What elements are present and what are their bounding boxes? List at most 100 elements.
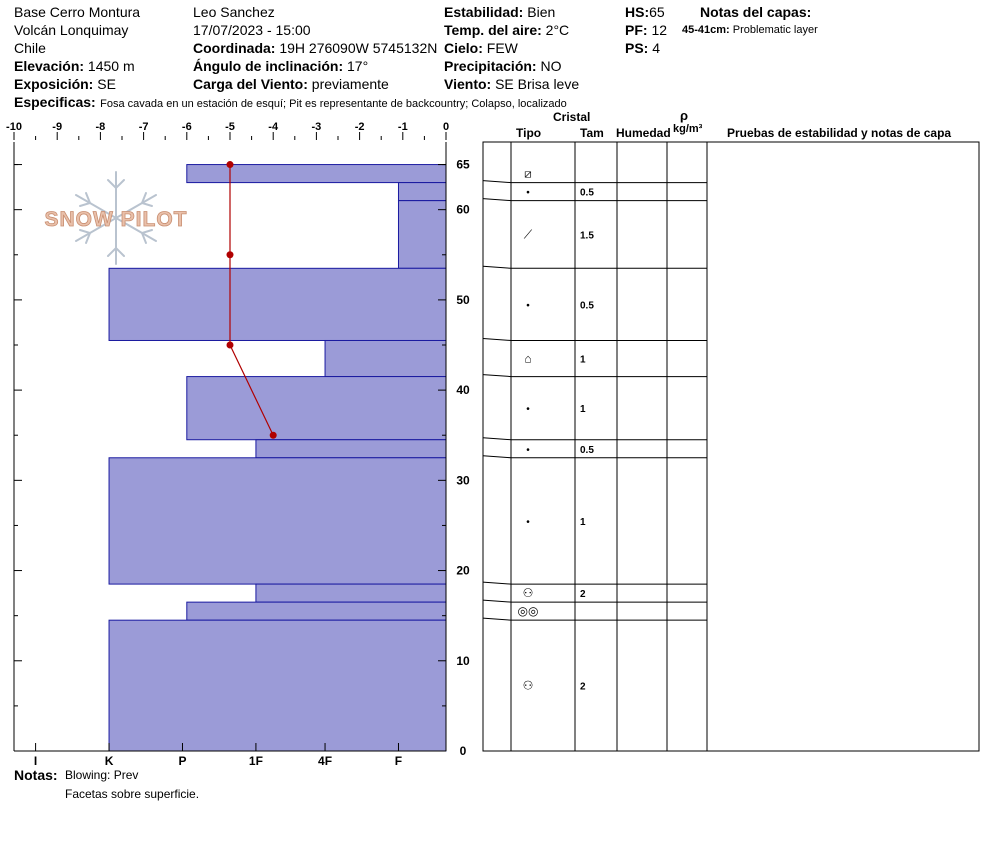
table-row-connector [482, 374, 512, 378]
table-row-connector [482, 617, 512, 621]
depth-tick-label: 30 [456, 473, 470, 487]
depth-tick-label: 20 [456, 564, 470, 578]
hardness-bar-9 [186, 601, 447, 621]
hardness-tick-label: P [178, 754, 186, 768]
sky: Cielo: FEW [444, 40, 518, 56]
snowflake-icon [75, 171, 157, 265]
precip-value: NO [540, 58, 562, 74]
pf-label: PF: [625, 22, 648, 38]
grain-type-symbol: • [526, 300, 530, 311]
coordinate: Coordinada: 19H 276090W 5745132N [193, 40, 437, 56]
precipitation: Precipitación: NO [444, 58, 561, 74]
temperature-line [229, 164, 274, 436]
hardness-bar-5 [186, 376, 447, 441]
hardness-bars [108, 164, 447, 752]
grain-type-symbol: • [526, 404, 530, 415]
exposure-label: Exposición: [14, 76, 94, 92]
grain-type-symbol: ⧄ [524, 167, 532, 181]
temperature-point [226, 251, 234, 259]
header-humedad: Humedad [616, 126, 671, 140]
precip-label: Precipitación: [444, 58, 537, 74]
grain-type-symbol: ⟋ [524, 227, 533, 241]
hardness-tick-label: I [34, 754, 37, 768]
hardness-bar-7 [108, 457, 447, 585]
wind-load-label: Carga del Viento: [193, 76, 308, 92]
location-line-1: Base Cerro Montura [14, 4, 141, 20]
slope-label: Ángulo de inclinación: [193, 58, 344, 74]
temp-tick-label: -10 [6, 121, 22, 133]
slope: Ángulo de inclinación: 17° [193, 58, 368, 74]
grain-size-value: 0.5 [580, 300, 594, 311]
specifics-value: Fosa cavada en un estación de esquí; Pit… [100, 98, 567, 110]
depth-tick-label: 60 [456, 203, 470, 217]
grain-size-value: 2 [580, 589, 586, 600]
grain-size-value: 1 [580, 517, 586, 528]
grain-type-symbol: • [526, 445, 530, 456]
hardness-tick-label: 4F [318, 754, 332, 768]
table-row-connector [482, 599, 512, 603]
table-row-connector [482, 180, 512, 184]
snowpilot-logo: SNOW PILOT [44, 171, 188, 265]
table-row-connector [482, 581, 512, 585]
ps-label: PS: [625, 40, 649, 56]
hardness-bar-6 [255, 439, 447, 459]
layer-note: 45-41cm: Problematic layer [682, 24, 818, 37]
wind-load-value: previamente [311, 76, 389, 92]
table-row-connector [482, 437, 512, 441]
table-row-connector [482, 337, 512, 341]
grain-type-symbol: ⚇ [523, 679, 534, 693]
exposure-value: SE [97, 76, 116, 92]
temp-tick-label: -5 [225, 121, 235, 133]
sky-value: FEW [486, 40, 518, 56]
air-temp-label: Temp. del aire: [444, 22, 542, 38]
header-rho-unit: kg/m³ [673, 123, 703, 135]
layer-note-range: 45-41cm: [682, 24, 730, 36]
depth-tick-label: 40 [456, 383, 470, 397]
hardness-bar-0 [186, 164, 447, 184]
coordinate-value: 19H 276090W 5745132N [279, 40, 438, 56]
header-cristal: Cristal [553, 110, 591, 124]
notes-label: Notas: [14, 767, 58, 783]
location-line-3: Chile [14, 40, 46, 56]
elevation: Elevación: 1450 m [14, 58, 135, 74]
ps-value: 4 [652, 40, 661, 56]
grain-size-value: 1 [580, 355, 586, 366]
header-tam: Tam [580, 126, 604, 140]
wind-load: Carga del Viento: previamente [193, 76, 389, 92]
layer-table: ⧄ • 0.5 ⟋ 1.5 • 0.5 ⌂ 1 • 1 • 0.5 • 1 ⚇ 2 ◎◎ ⚇ 2 [482, 141, 980, 752]
specifics: Especificas: Fosa cavada en un estación … [14, 94, 567, 112]
ps: PS: 4 [625, 40, 660, 56]
temp-tick-label: -9 [52, 121, 62, 133]
temp-tick-label: -1 [398, 121, 408, 133]
hardness-bar-1 [397, 182, 447, 202]
temperature-point [269, 431, 277, 439]
temp-tick-label: -8 [96, 121, 106, 133]
header-tests: Pruebas de estabilidad y notas de capa [727, 126, 952, 140]
logo-text: SNOW PILOT [45, 208, 188, 231]
hardness-tick-label: F [395, 754, 402, 768]
sky-label: Cielo: [444, 40, 483, 56]
depth-tick-label: 0 [460, 744, 467, 758]
air-temp-value: 2°C [545, 22, 570, 38]
temp-tick-label: -7 [139, 121, 149, 133]
hardness-bar-3 [108, 267, 447, 341]
grain-type-symbol: • [526, 517, 530, 528]
depth-tick-label: 65 [456, 158, 470, 172]
grain-size-value: 2 [580, 682, 586, 693]
hardness-tick-label: K [105, 754, 114, 768]
table-row-connector [482, 455, 512, 459]
temperature-point [226, 341, 234, 349]
grain-size-value: 0.5 [580, 188, 594, 199]
location-line-2: Volcán Lonquimay [14, 22, 129, 38]
grain-type-symbol: ◎◎ [518, 604, 539, 618]
grain-size-value: 1.5 [580, 230, 594, 241]
coordinate-label: Coordinada: [193, 40, 276, 56]
depth-tick-label: 50 [456, 293, 470, 307]
hardness-bar-10 [108, 619, 447, 752]
slope-value: 17° [347, 58, 369, 74]
header-rho: ρ [680, 108, 689, 123]
wind: Viento: SE Brisa leve [444, 76, 579, 92]
stability-value: Bien [527, 4, 556, 20]
pf: PF: 12 [625, 22, 667, 38]
